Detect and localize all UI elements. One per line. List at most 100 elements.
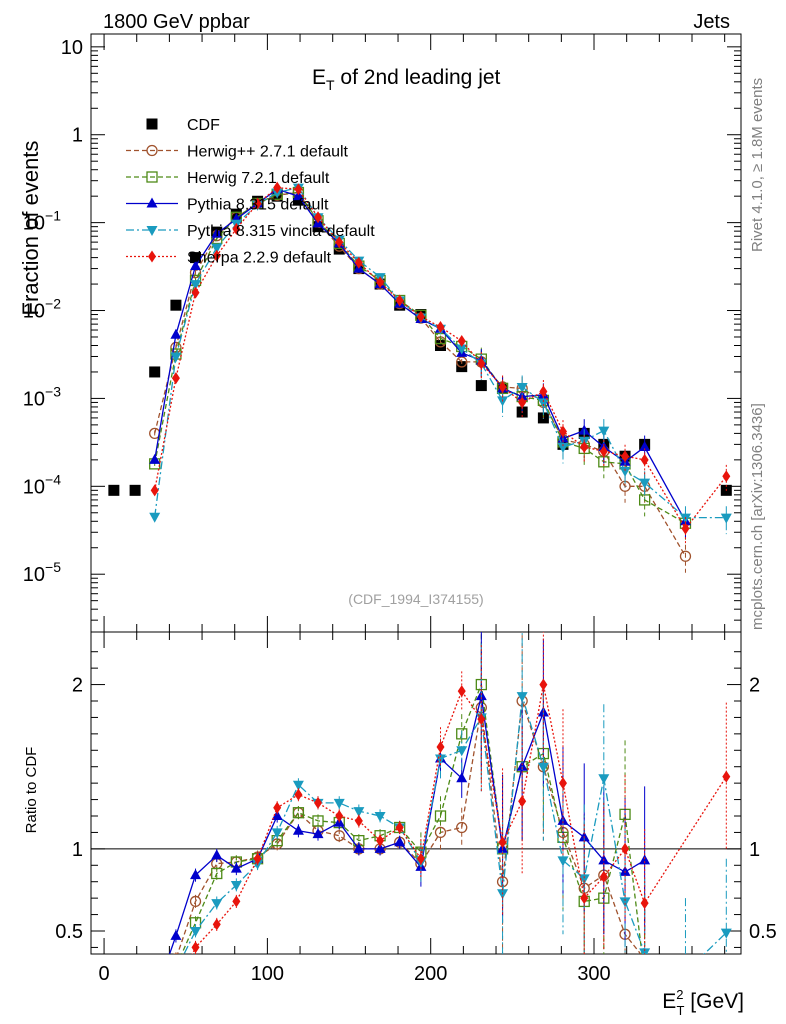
data-point (557, 443, 569, 454)
data-point (537, 398, 549, 409)
ratio-point (292, 807, 305, 819)
data-point (333, 243, 345, 255)
ratio-point (457, 685, 466, 698)
ratio-point (314, 796, 323, 809)
x-axis-label-rest: [GeV] (684, 990, 744, 1013)
ratio-point (292, 780, 304, 791)
main-data (108, 181, 732, 573)
data-point (456, 344, 468, 355)
ratio-point (151, 1000, 159, 1012)
y-tick-label: 10 (61, 37, 83, 59)
data-point (335, 236, 344, 249)
data-point (149, 453, 161, 464)
y-tick-label: 10−4 (23, 471, 61, 498)
data-point (516, 382, 528, 393)
ratio-point (190, 869, 202, 880)
data-point (273, 181, 282, 194)
ratio-point (720, 928, 732, 939)
series-line (154, 187, 727, 530)
data-point (599, 445, 608, 458)
side-label-bottom: mcplots.cern.ch [arXiv:1306.3436] (749, 403, 766, 630)
data-point (376, 276, 385, 289)
data-point (129, 484, 141, 496)
main-title: ET of 2nd leading jet (312, 66, 501, 93)
data-point (720, 513, 732, 524)
ratio-point (354, 814, 363, 827)
data-point (232, 222, 241, 235)
y-tick-exponent: −3 (45, 383, 61, 399)
ratio-series-pythia (168, 632, 651, 954)
ratio-series-sherpa (151, 632, 731, 1012)
ratio-point (434, 810, 447, 822)
ratio-y-tick-label-right: 1 (749, 839, 760, 861)
data-point (294, 183, 303, 196)
ratio-data (150, 632, 732, 1012)
data-point (621, 450, 630, 463)
legend-marker (146, 171, 158, 183)
ratio-point (333, 798, 345, 809)
ratio-point (211, 899, 223, 910)
ratio-point (580, 892, 589, 905)
main-title-sub: T (326, 77, 335, 93)
ratio-point (292, 824, 304, 835)
legend-item: Herwig++ 2.7.1 default (126, 144, 349, 161)
data-point (457, 335, 466, 348)
ratio-point (230, 862, 242, 873)
ratio-point (516, 692, 528, 703)
data-point (171, 372, 180, 385)
legend-marker (146, 144, 158, 157)
legend-item: Pythia 8.315 default (126, 197, 329, 214)
y-tick-mantissa: 10 (23, 388, 45, 410)
main-y-label: Fraction of events (18, 141, 43, 316)
data-point (679, 550, 692, 562)
data-point (598, 426, 610, 437)
ratio-point (456, 728, 468, 740)
ratio-point (170, 966, 181, 976)
ratio-point (416, 852, 425, 865)
y-tick-label: 10−2 (23, 296, 61, 323)
ratio-point (150, 975, 160, 985)
data-point (190, 260, 202, 271)
ratio-point (150, 993, 160, 1003)
data-point (149, 366, 161, 378)
legend-label: Herwig++ 2.7.1 default (187, 144, 349, 161)
data-point (314, 211, 323, 224)
data-point (190, 280, 202, 291)
legend-item: Sherpa 2.2.9 default (126, 250, 332, 267)
ratio-point (640, 970, 650, 980)
ratio-point (353, 842, 365, 853)
ratio-point (374, 812, 386, 822)
ratio-point (518, 795, 527, 808)
ratio-point (211, 849, 223, 860)
data-point (436, 320, 445, 333)
x-axis-label-sub: T (677, 1003, 685, 1018)
ratio-line (191, 684, 727, 954)
data-point (211, 243, 223, 254)
data-point (292, 194, 304, 206)
ratio-point (312, 828, 324, 839)
legend-marker (148, 250, 156, 263)
main-title-main: E (312, 66, 326, 89)
x-tick-label: 300 (577, 963, 610, 985)
x-axis-label-sup: 2 (676, 987, 683, 1002)
ratio-point (253, 852, 262, 865)
legend-label: Sherpa 2.2.9 default (187, 250, 332, 267)
x-tick-label: 200 (414, 963, 447, 985)
ratio-point (172, 983, 180, 995)
ratio-point (456, 772, 468, 783)
y-tick-label: 10−5 (23, 559, 61, 586)
ratio-point (232, 895, 241, 908)
y-tick-mantissa: 10 (23, 301, 45, 323)
ratio-y-tick-label: 0.5 (55, 921, 83, 943)
data-point (253, 197, 262, 210)
ratio-point (621, 842, 630, 855)
ratio-point (537, 762, 549, 773)
x-axis-label-main: E (662, 990, 676, 1013)
ratio-point (680, 968, 691, 978)
data-point (434, 339, 446, 351)
ratio-point (190, 927, 202, 937)
legend-item: Pythia 8.315 vincia-default (126, 223, 375, 240)
ratio-point (230, 881, 242, 891)
data-point (539, 385, 548, 398)
ratio-point (333, 830, 345, 842)
